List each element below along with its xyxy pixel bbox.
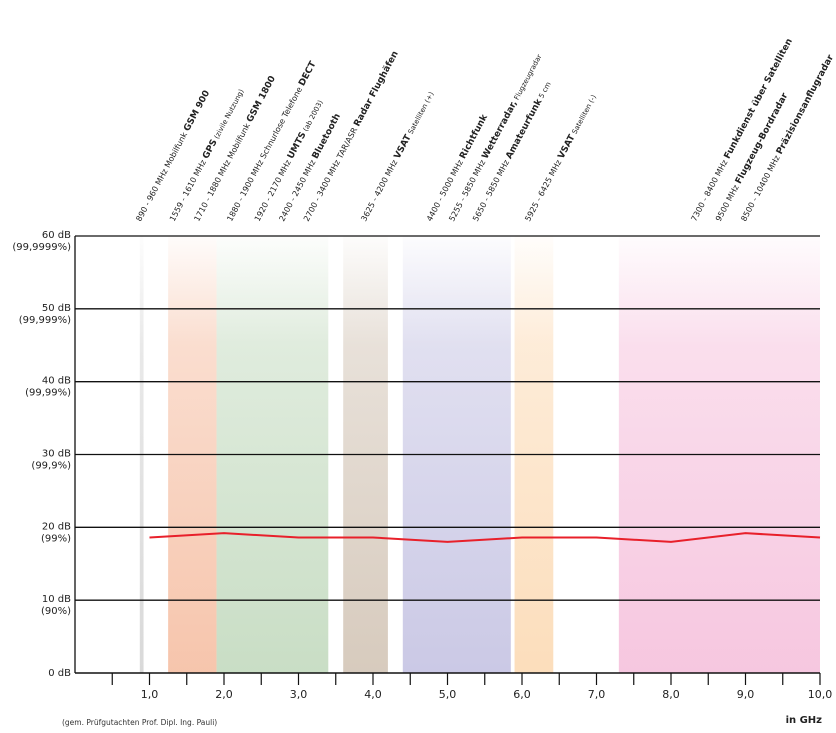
attenuation-line <box>149 532 821 543</box>
band-label: 8500 - 10400 MHz Präzisionsanflugradar <box>739 53 836 224</box>
source-footnote: (gem. Prüfgutachten Prof. Dipl. Ing. Pau… <box>62 718 218 727</box>
x-tick-label: 7,0 <box>588 688 606 701</box>
x-tick-label: 9,0 <box>737 688 755 701</box>
y-tick-label: 60 dB <box>42 230 71 241</box>
y-tick-sublabel: (99,9999%) <box>12 242 71 253</box>
grid-lines <box>75 235 820 674</box>
y-tick-label: 10 dB <box>42 594 71 605</box>
x-tick-label: 1,0 <box>141 688 159 701</box>
y-tick-sublabel: (99%) <box>41 533 71 544</box>
attenuation-series <box>149 532 821 543</box>
y-tick-label: 50 dB <box>42 303 71 314</box>
band-label: 7300 - 8400 MHz Funkdienst über Satellit… <box>689 37 794 223</box>
y-tick-sublabel: (99,9%) <box>31 461 71 472</box>
x-tick-label: 2,0 <box>215 688 233 701</box>
x-tick-label: 3,0 <box>290 688 308 701</box>
y-tick-label: 30 dB <box>42 449 71 460</box>
y-tick-label: 0 dB <box>48 668 71 679</box>
y-tick-sublabel: (90%) <box>41 606 71 617</box>
band-label: 5255 - 5850 MHz Wetterradar, Flugzeugrad… <box>447 53 544 224</box>
x-axis: 1,0 2,0 3,0 4,0 5,0 6,0 7,0 8,0 9,0 10,0 <box>111 673 833 701</box>
x-tick-label: 4,0 <box>364 688 382 701</box>
x-tick-label: 6,0 <box>513 688 531 701</box>
x-tick-label: 8,0 <box>662 688 680 701</box>
x-tick-label: 5,0 <box>439 688 457 701</box>
band-label: 2700 - 3400 MHz TAR/ASR Radar Flughäfen <box>302 49 401 223</box>
x-tick-label: 10,0 <box>808 688 833 701</box>
y-tick-label: 20 dB <box>42 521 71 532</box>
x-unit-label: in GHz <box>785 715 822 726</box>
y-axis: 0 dB 10 dB(90%) 20 dB(99%) 30 dB(99,9%) 40 d… <box>12 230 76 679</box>
y-tick-label: 40 dB <box>42 376 71 387</box>
y-tick-sublabel: (99,999%) <box>19 315 71 326</box>
y-tick-sublabel: (99,99%) <box>25 388 71 399</box>
